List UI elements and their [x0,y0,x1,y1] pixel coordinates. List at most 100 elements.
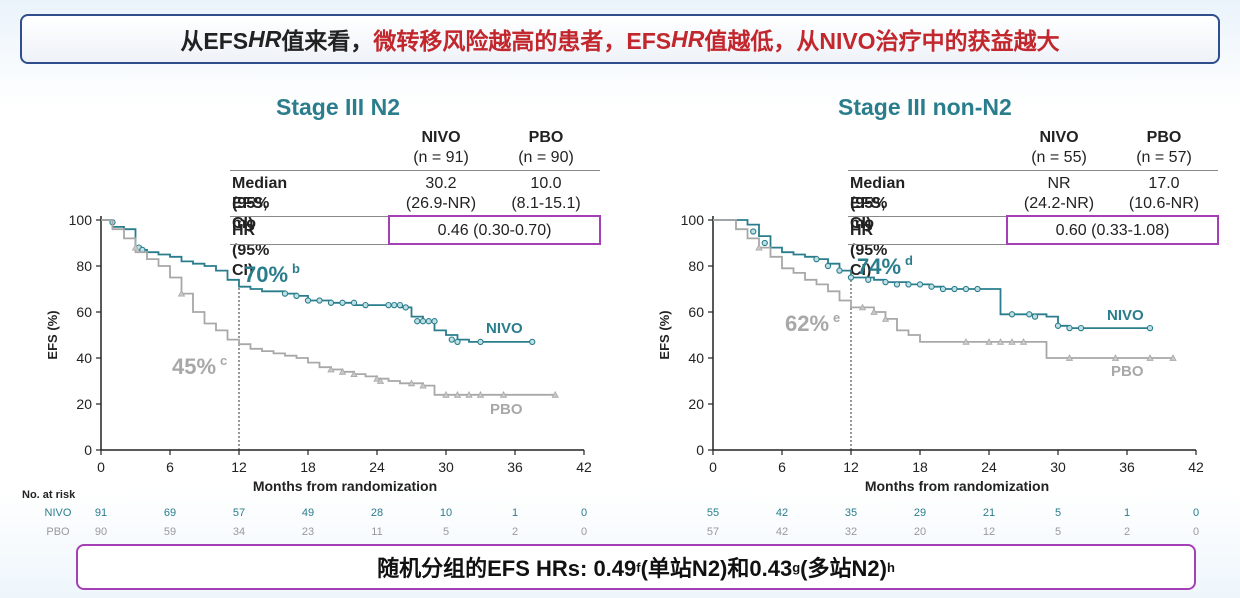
y-tick-label: 40 [688,350,704,366]
at-risk-nivo-value: 10 [440,507,452,519]
left-table-col-pbo: PBO [528,129,564,146]
right-table-hr-value: 0.60 (0.33-1.08) [1055,222,1170,239]
left-table-row2-label: HR (95% CI) [232,222,270,279]
x-tick-label: 12 [231,459,247,475]
censor-mark-nivo [962,285,970,293]
left-table-nivo-median: 30.2 [425,175,457,192]
x-tick-label: 42 [576,459,592,475]
right-table-col-pbo: PBO [1146,129,1182,146]
censor-mark-nivo [327,299,335,306]
censor-mark-nivo [1008,311,1016,318]
at-risk-pbo-value: 5 [443,526,449,538]
censor-mark-pbo [881,315,890,322]
at-risk-pbo-value: 90 [95,526,107,538]
x-tick-label: 0 [709,459,717,475]
censor-mark-pbo [1019,338,1028,345]
y-tick-label: 0 [696,442,704,458]
left-hr-highlight-box [388,215,601,245]
y-tick-label: 20 [688,396,704,412]
at-risk-nivo-value: 5 [1055,507,1061,519]
header-banner: 从EFS HR 值来看， 微转移风险越高的患者，EFS HR 值越低，从NIVO治疗中… [20,14,1220,64]
censor-mark-nivo [824,262,832,270]
censor-mark-nivo [477,338,484,346]
y-tick-label: 80 [688,258,704,274]
x-tick-label: 42 [1188,459,1204,475]
annot-nivo-pct: 74% [857,254,901,279]
annot-nivo-sup: b [292,261,300,276]
censor-mark-pbo [551,390,559,398]
right-table-divider-1 [848,170,1218,171]
censor-mark-nivo [865,276,872,283]
right-table-pbo-ci: (10.6-NR) [1128,195,1200,212]
censor-mark-nivo [425,318,432,325]
right-table-row1-label: Median EFS, mo [850,175,906,232]
censor-mark-pbo [755,243,763,251]
left-table-col-pbo-n: (n = 90) [518,149,574,166]
right-table-col-pbo-n: (n = 57) [1136,149,1192,166]
left-table-divider-1 [230,170,600,171]
x-tick-label: 6 [778,459,786,475]
right-table-pbo-median: 17.0 [1148,175,1180,192]
series-line-pbo [713,219,1173,359]
censor-mark-pbo [476,390,485,398]
censor-mark-nivo [928,283,935,290]
censor-mark-nivo [281,290,289,297]
censor-mark-nivo [431,318,438,325]
censor-mark-nivo [916,281,924,288]
x-tick-label: 6 [166,459,174,475]
at-risk-pbo-value: 11 [371,526,382,538]
censor-mark-pbo [350,370,358,377]
censor-mark-pbo [985,338,993,345]
at-risk-label-pbo: PBO [46,526,70,538]
x-tick-label: 24 [369,459,385,475]
x-tick-label: 0 [97,459,105,475]
right-panel-title: Stage III non-N2 [838,94,1012,120]
x-tick-label: 24 [981,459,997,475]
censor-mark-pbo [338,367,347,375]
censor-mark-nivo [448,336,455,343]
censor-mark-pbo [419,381,427,389]
footer-sup-g: g [792,559,801,575]
x-axis-label: Months from randomization [865,478,1049,494]
censor-mark-nivo [362,301,369,309]
x-tick-label: 36 [507,459,523,475]
censor-mark-nivo [1026,311,1033,318]
censor-mark-nivo [939,285,947,293]
x-tick-label: 18 [912,459,928,475]
at-risk-pbo-value: 5 [1055,526,1061,538]
censor-mark-nivo [974,285,981,293]
at-risk-pbo-value: 2 [1124,526,1130,538]
footer-text-main: 随机分组的EFS HRs: 0.49 [377,556,637,581]
y-tick-label: 100 [681,212,705,228]
censor-mark-nivo [391,301,398,309]
censor-mark-nivo [385,301,392,309]
censor-mark-nivo [419,318,427,325]
censor-mark-nivo [750,228,757,235]
left-table-col-nivo-n: (n = 91) [413,149,469,166]
censor-mark-nivo [905,281,912,288]
censor-mark-pbo [858,303,867,311]
right-table-row1-label2: (95% CI) [850,195,888,232]
series-label-pbo: PBO [490,401,523,418]
at-risk-nivo-value: 49 [302,507,314,519]
at-risk-pbo-value: 34 [233,526,245,538]
at-risk-nivo-value: 0 [581,507,587,519]
censor-mark-nivo [1077,324,1085,332]
footer-text-mid: (单站N2)和0.43 [640,556,793,581]
series-label-pbo: PBO [1111,363,1144,380]
at-risk-label-nivo: NIVO [45,507,72,519]
censor-mark-pbo [442,390,450,398]
censor-mark-nivo [813,255,820,263]
censor-mark-pbo [996,338,1005,345]
at-risk-nivo-value: 1 [1124,507,1130,519]
right-table-col-nivo: NIVO [1039,129,1079,146]
y-tick-label: 100 [69,212,93,228]
header-text-part6: 值越低，从NIVO治疗中的获益越大 [704,28,1060,54]
censor-mark-nivo [1146,324,1154,332]
left-table-pbo-ci: (8.1-15.1) [511,195,581,212]
header-text-part1: 从EFS [180,28,249,54]
y-tick-label: 20 [76,396,92,412]
at-risk-pbo-value: 20 [914,526,926,538]
censor-mark-pbo [407,379,416,387]
at-risk-pbo-value: 42 [776,526,788,538]
